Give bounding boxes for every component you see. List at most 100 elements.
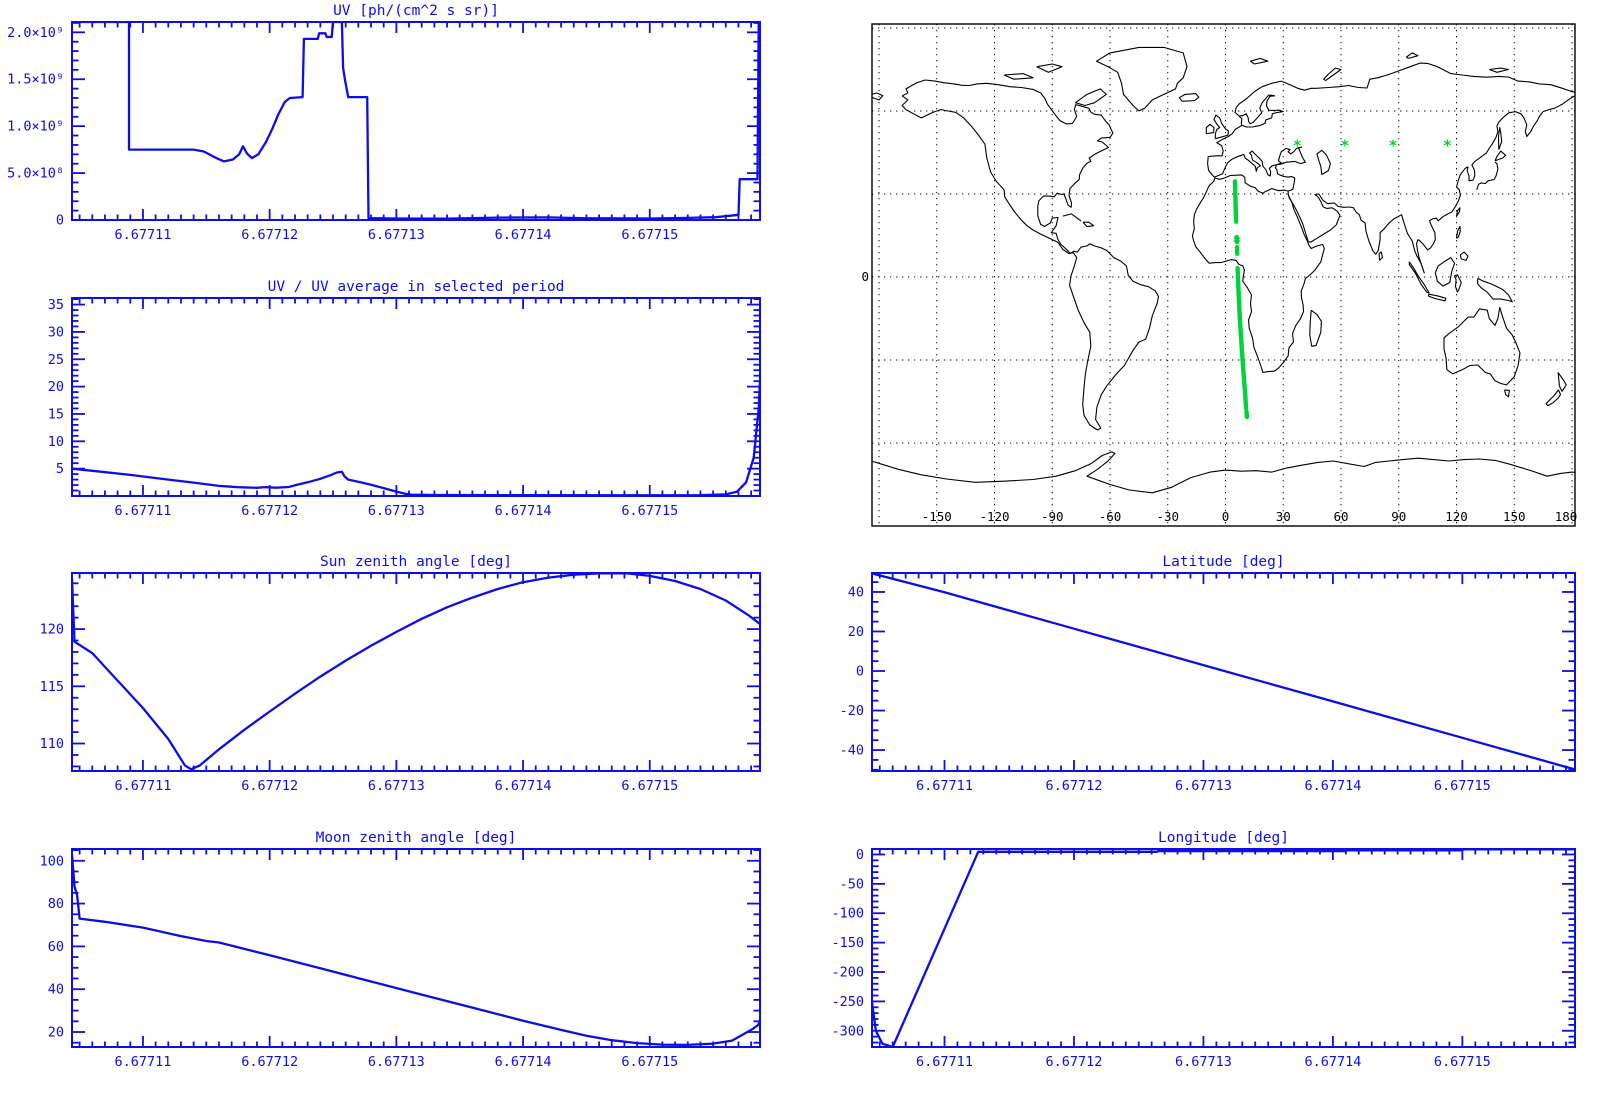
svg-text:20: 20 <box>48 1025 64 1041</box>
uv-chart: 6.67711 6.67712 6.67713 6.67714 6.67715 0 5.0×… <box>7 3 761 243</box>
svg-text:60: 60 <box>1333 509 1348 524</box>
svg-text:40: 40 <box>848 584 864 600</box>
svg-text:90: 90 <box>1391 509 1406 524</box>
svg-text:6.67715: 6.67715 <box>621 227 678 243</box>
svg-text:6.67712: 6.67712 <box>1046 778 1103 794</box>
svg-text:6.67714: 6.67714 <box>1304 1054 1361 1070</box>
svg-text:-120: -120 <box>979 509 1009 524</box>
moon-zenith-chart: 6.67711 6.67712 6.67713 6.67714 6.67715 20 40 6… <box>40 830 761 1070</box>
svg-text:40: 40 <box>48 982 64 998</box>
svg-text:6.67714: 6.67714 <box>1304 778 1361 794</box>
svg-text:115: 115 <box>40 679 64 695</box>
svg-text:120: 120 <box>40 622 64 638</box>
svg-text:0: 0 <box>856 664 864 680</box>
uv-ratio-chart: 6.67711 6.67712 6.67713 6.67714 6.67715 5 10 15… <box>48 279 761 519</box>
svg-text:6.67711: 6.67711 <box>115 503 172 519</box>
svg-text:15: 15 <box>48 406 64 422</box>
svg-text:6.67713: 6.67713 <box>368 778 425 794</box>
svg-text:6.67714: 6.67714 <box>495 778 552 794</box>
svg-text:Latitude [deg]: Latitude [deg] <box>1162 554 1284 570</box>
svg-text:-200: -200 <box>831 965 864 981</box>
svg-text:Moon zenith angle [deg]: Moon zenith angle [deg] <box>316 830 517 846</box>
map-graticule <box>872 24 1575 526</box>
svg-text:-150: -150 <box>831 935 864 951</box>
svg-text:80: 80 <box>48 896 64 912</box>
map-frame <box>871 23 1576 527</box>
svg-text:120: 120 <box>1445 509 1468 524</box>
track-asterisk-marker: * <box>1443 137 1452 155</box>
svg-text:0: 0 <box>1222 509 1230 524</box>
svg-text:6.67711: 6.67711 <box>916 778 973 794</box>
track-asterisk-marker: * <box>1340 137 1349 155</box>
svg-text:-150: -150 <box>922 509 952 524</box>
svg-text:35: 35 <box>48 297 64 313</box>
svg-text:10: 10 <box>48 434 64 450</box>
svg-text:6.67715: 6.67715 <box>621 503 678 519</box>
svg-text:30: 30 <box>1276 509 1291 524</box>
svg-text:Longitude [deg]: Longitude [deg] <box>1158 830 1289 846</box>
svg-text:Sun zenith angle [deg]: Sun zenith angle [deg] <box>320 554 512 570</box>
svg-text:-100: -100 <box>831 906 864 922</box>
svg-text:6.67713: 6.67713 <box>368 227 425 243</box>
svg-text:2.0×10⁹: 2.0×10⁹ <box>7 25 64 41</box>
svg-text:6.67714: 6.67714 <box>495 503 552 519</box>
svg-text:-250: -250 <box>831 994 864 1010</box>
svg-text:100: 100 <box>40 853 64 869</box>
svg-text:-90: -90 <box>1041 509 1064 524</box>
svg-text:-300: -300 <box>831 1023 864 1039</box>
svg-text:-40: -40 <box>840 743 864 759</box>
svg-text:-50: -50 <box>840 876 864 892</box>
svg-text:6.67712: 6.67712 <box>241 778 298 794</box>
svg-text:6.67712: 6.67712 <box>241 227 298 243</box>
svg-text:6.67713: 6.67713 <box>368 1054 425 1070</box>
svg-text:6.67715: 6.67715 <box>1434 1054 1491 1070</box>
svg-text:150: 150 <box>1503 509 1526 524</box>
svg-text:6.67714: 6.67714 <box>495 227 552 243</box>
svg-text:-30: -30 <box>1156 509 1179 524</box>
map-lon-labels: -150 -120 -90 -60 -30 0 30 60 90 120 150 180 <box>922 509 1578 524</box>
track-asterisk-marker: * <box>1388 137 1397 155</box>
svg-text:6.67714: 6.67714 <box>495 1054 552 1070</box>
svg-text:-20: -20 <box>840 703 864 719</box>
satellite-ground-track: * * * * * <box>1233 137 1452 420</box>
svg-text:1.0×10⁹: 1.0×10⁹ <box>7 119 64 135</box>
svg-text:0: 0 <box>856 847 864 863</box>
svg-text:110: 110 <box>40 736 64 752</box>
longitude-chart: 6.67711 6.67712 6.67713 6.67714 6.67715 -300 -… <box>831 830 1576 1070</box>
svg-text:20: 20 <box>48 379 64 395</box>
svg-text:180: 180 <box>1555 509 1578 524</box>
svg-text:6.67713: 6.67713 <box>368 503 425 519</box>
track-asterisk-marker: * <box>1233 233 1242 251</box>
svg-text:6.67711: 6.67711 <box>115 1054 172 1070</box>
svg-text:UV / UV average in selected pe: UV / UV average in selected period <box>268 279 565 295</box>
svg-text:6.67715: 6.67715 <box>1434 778 1491 794</box>
world-map: * * * * * -150 -120 -90 -60 -30 0 30 60 90 120 150 180 0 <box>861 23 1578 527</box>
svg-text:0: 0 <box>56 213 64 229</box>
svg-text:6.67711: 6.67711 <box>115 778 172 794</box>
svg-text:6.67715: 6.67715 <box>621 778 678 794</box>
svg-text:6.67712: 6.67712 <box>241 1054 298 1070</box>
svg-text:6.67712: 6.67712 <box>241 503 298 519</box>
sun-zenith-chart: 6.67711 6.67712 6.67713 6.67714 6.67715 110 11… <box>40 554 761 794</box>
svg-text:60: 60 <box>48 939 64 955</box>
svg-text:6.67715: 6.67715 <box>621 1054 678 1070</box>
svg-text:25: 25 <box>48 352 64 368</box>
coastlines <box>872 46 1575 494</box>
track-asterisk-marker: * <box>1293 137 1302 155</box>
svg-text:6.67712: 6.67712 <box>1046 1054 1103 1070</box>
latitude-chart: 6.67711 6.67712 6.67713 6.67714 6.67715 -40 -2… <box>840 554 1576 794</box>
svg-text:20: 20 <box>848 624 864 640</box>
svg-text:5.0×10⁸: 5.0×10⁸ <box>7 166 64 182</box>
svg-text:6.67713: 6.67713 <box>1175 1054 1232 1070</box>
svg-text:UV [ph/(cm^2 s sr)]: UV [ph/(cm^2 s sr)] <box>333 3 499 19</box>
svg-text:1.5×10⁹: 1.5×10⁹ <box>7 72 64 88</box>
svg-text:-60: -60 <box>1099 509 1122 524</box>
svg-text:30: 30 <box>48 324 64 340</box>
svg-text:6.67711: 6.67711 <box>115 227 172 243</box>
map-equator-label: 0 <box>861 269 869 284</box>
svg-text:6.67713: 6.67713 <box>1175 778 1232 794</box>
svg-text:5: 5 <box>56 461 64 477</box>
svg-text:6.67711: 6.67711 <box>916 1054 973 1070</box>
